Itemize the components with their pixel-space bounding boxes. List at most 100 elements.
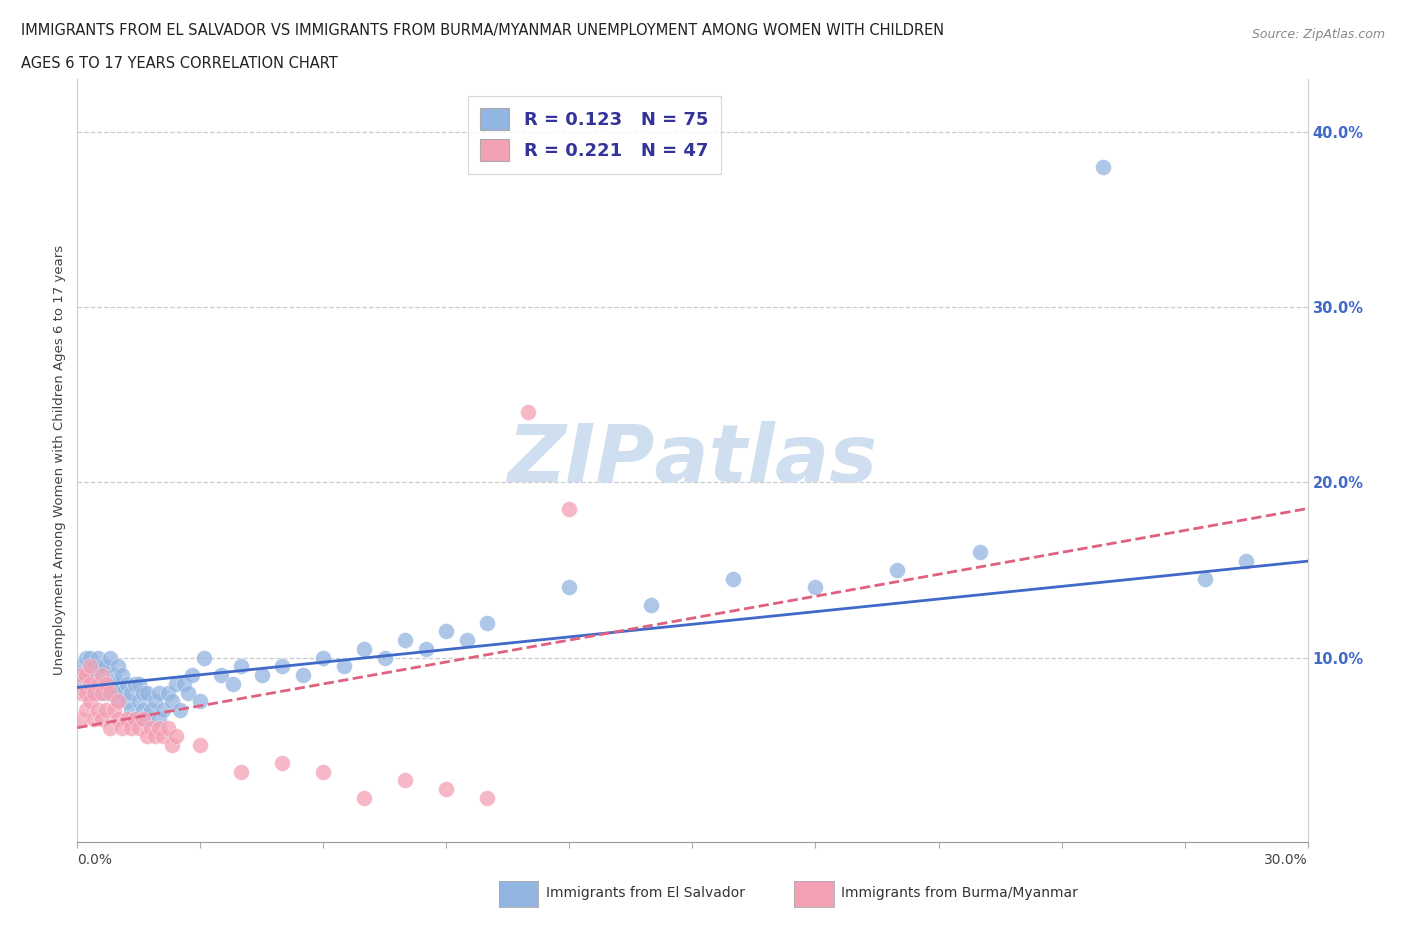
Point bbox=[83, 676, 105, 691]
Point bbox=[87, 650, 110, 665]
Point bbox=[70, 685, 93, 700]
Text: Immigrants from El Salvador: Immigrants from El Salvador bbox=[546, 885, 745, 900]
Text: 30.0%: 30.0% bbox=[1264, 853, 1308, 867]
Point bbox=[115, 694, 138, 709]
Point bbox=[188, 737, 212, 752]
Point bbox=[353, 790, 375, 805]
Point bbox=[79, 650, 101, 665]
Point bbox=[152, 729, 174, 744]
Point bbox=[79, 694, 101, 709]
Point bbox=[558, 501, 581, 516]
Point bbox=[436, 781, 458, 796]
Point bbox=[1194, 571, 1216, 586]
Point bbox=[231, 658, 253, 673]
Point bbox=[107, 711, 129, 726]
Point bbox=[141, 720, 163, 735]
Point bbox=[374, 650, 396, 665]
Text: AGES 6 TO 17 YEARS CORRELATION CHART: AGES 6 TO 17 YEARS CORRELATION CHART bbox=[21, 56, 337, 71]
Point bbox=[141, 703, 163, 718]
Point bbox=[1091, 159, 1114, 174]
Point bbox=[173, 676, 195, 691]
Point bbox=[120, 703, 142, 718]
Point bbox=[804, 580, 827, 595]
Point bbox=[75, 668, 97, 683]
Point bbox=[94, 676, 117, 691]
Point bbox=[115, 676, 138, 691]
Text: Source: ZipAtlas.com: Source: ZipAtlas.com bbox=[1251, 28, 1385, 41]
Point bbox=[143, 694, 166, 709]
Point bbox=[79, 668, 101, 683]
Point bbox=[1234, 553, 1257, 568]
Point bbox=[70, 658, 93, 673]
Point bbox=[640, 598, 662, 613]
Point bbox=[271, 755, 294, 770]
Point bbox=[333, 658, 356, 673]
Point bbox=[517, 405, 540, 419]
Point bbox=[94, 703, 117, 718]
Point bbox=[107, 658, 129, 673]
Point bbox=[143, 729, 166, 744]
Point bbox=[111, 685, 134, 700]
Point bbox=[90, 676, 114, 691]
Point bbox=[312, 764, 335, 779]
Point bbox=[98, 685, 121, 700]
Point bbox=[111, 720, 134, 735]
Point bbox=[477, 790, 499, 805]
Point bbox=[415, 642, 437, 657]
Point bbox=[83, 711, 105, 726]
Point bbox=[169, 703, 191, 718]
Point bbox=[165, 729, 187, 744]
Point bbox=[231, 764, 253, 779]
Point bbox=[436, 624, 458, 639]
Point bbox=[90, 658, 114, 673]
Point bbox=[136, 685, 159, 700]
Point bbox=[75, 685, 97, 700]
Point bbox=[120, 720, 142, 735]
Point bbox=[181, 668, 204, 683]
Point bbox=[98, 650, 121, 665]
Point bbox=[124, 711, 146, 726]
Point bbox=[120, 685, 142, 700]
Point bbox=[103, 668, 125, 683]
Point bbox=[75, 703, 97, 718]
Point bbox=[160, 694, 183, 709]
Point bbox=[477, 615, 499, 630]
Point bbox=[209, 668, 232, 683]
Point bbox=[165, 676, 187, 691]
Point bbox=[124, 676, 146, 691]
Point bbox=[132, 685, 155, 700]
Point bbox=[222, 676, 245, 691]
Point bbox=[148, 720, 170, 735]
Point bbox=[87, 703, 110, 718]
Point bbox=[152, 703, 174, 718]
Point bbox=[107, 694, 129, 709]
Point bbox=[160, 737, 183, 752]
Point bbox=[70, 668, 93, 683]
Point bbox=[111, 668, 134, 683]
Point bbox=[353, 642, 375, 657]
Point bbox=[94, 658, 117, 673]
Point bbox=[132, 711, 155, 726]
Point bbox=[271, 658, 294, 673]
Point bbox=[128, 676, 150, 691]
Point bbox=[136, 711, 159, 726]
Point bbox=[70, 676, 93, 691]
Point bbox=[156, 685, 179, 700]
Point bbox=[456, 632, 478, 647]
Point bbox=[132, 703, 155, 718]
Text: ZIP​atlas: ZIP​atlas bbox=[508, 421, 877, 499]
Point bbox=[90, 711, 114, 726]
Point bbox=[103, 685, 125, 700]
Point bbox=[148, 711, 170, 726]
Point bbox=[291, 668, 314, 683]
Point bbox=[136, 729, 159, 744]
Point bbox=[558, 580, 581, 595]
Point bbox=[156, 720, 179, 735]
Point bbox=[87, 668, 110, 683]
Point bbox=[115, 711, 138, 726]
Point bbox=[83, 685, 105, 700]
Point bbox=[723, 571, 745, 586]
Point bbox=[148, 685, 170, 700]
Point bbox=[312, 650, 335, 665]
Point bbox=[188, 694, 212, 709]
